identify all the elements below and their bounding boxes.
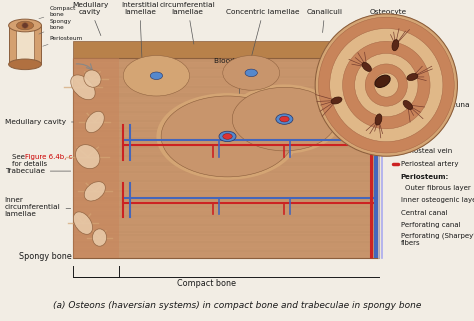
Ellipse shape (85, 111, 104, 133)
Circle shape (245, 69, 257, 77)
Circle shape (223, 56, 280, 90)
Polygon shape (73, 58, 118, 258)
Ellipse shape (375, 75, 390, 87)
Polygon shape (9, 25, 42, 64)
Circle shape (202, 121, 253, 152)
Circle shape (132, 61, 181, 91)
Circle shape (252, 100, 316, 139)
Polygon shape (73, 58, 379, 258)
Circle shape (315, 13, 458, 157)
Text: Lacuna: Lacuna (443, 102, 470, 108)
Ellipse shape (375, 114, 382, 125)
Text: for details: for details (12, 161, 47, 167)
Ellipse shape (362, 62, 372, 71)
Circle shape (230, 60, 273, 86)
Ellipse shape (84, 70, 101, 87)
Circle shape (242, 93, 327, 145)
Polygon shape (17, 25, 34, 64)
Text: Central canal: Central canal (401, 210, 447, 216)
Circle shape (374, 73, 398, 97)
Circle shape (150, 72, 163, 80)
Ellipse shape (407, 74, 418, 81)
Text: Trabeculae: Trabeculae (5, 168, 71, 174)
Circle shape (188, 113, 266, 160)
Text: Osteocyte: Osteocyte (367, 9, 407, 33)
Circle shape (319, 17, 454, 153)
Text: (a) Osteons (haversian systems) in compact bone and trabeculae in spongy bone: (a) Osteons (haversian systems) in compa… (53, 300, 421, 310)
Circle shape (216, 129, 239, 143)
Circle shape (263, 106, 306, 133)
Circle shape (343, 41, 430, 129)
Ellipse shape (71, 75, 95, 100)
Ellipse shape (331, 97, 342, 104)
Text: Outer fibrous layer: Outer fibrous layer (405, 186, 471, 191)
Ellipse shape (92, 229, 107, 246)
Text: Figure 6.4b, c: Figure 6.4b, c (25, 154, 72, 160)
Text: Compact
bone: Compact bone (39, 6, 76, 19)
Ellipse shape (9, 59, 42, 70)
Text: Outer
circumferential
lamellae: Outer circumferential lamellae (159, 0, 215, 44)
Text: Periosteal artery: Periosteal artery (401, 161, 458, 167)
Circle shape (22, 23, 28, 28)
Circle shape (365, 64, 408, 106)
Text: Inner osteogenic layer: Inner osteogenic layer (401, 197, 474, 203)
Text: See: See (12, 154, 27, 160)
Text: Blood vessels: Blood vessels (214, 58, 264, 96)
Ellipse shape (392, 39, 399, 51)
Circle shape (232, 87, 337, 151)
Text: Periosteum: Periosteum (43, 36, 82, 46)
Text: Inner
circumferential
lamellae: Inner circumferential lamellae (5, 197, 71, 217)
Circle shape (228, 84, 341, 154)
Text: Spongy bone: Spongy bone (18, 252, 72, 261)
Circle shape (219, 131, 236, 142)
Ellipse shape (75, 145, 100, 169)
Text: Canaliculi: Canaliculi (307, 9, 343, 32)
Circle shape (276, 114, 293, 124)
Circle shape (161, 96, 294, 177)
Circle shape (237, 64, 265, 82)
Polygon shape (73, 41, 379, 58)
Ellipse shape (17, 21, 34, 30)
Circle shape (175, 104, 280, 169)
Text: Concentric lamellae: Concentric lamellae (226, 9, 300, 73)
Text: Periosteal vein: Periosteal vein (401, 148, 452, 154)
Text: Medullary cavity: Medullary cavity (5, 119, 73, 125)
Text: Perforating canal: Perforating canal (401, 221, 460, 228)
Circle shape (355, 53, 418, 117)
Circle shape (156, 93, 299, 180)
Circle shape (244, 69, 258, 77)
Text: Interstitial
lamellae: Interstitial lamellae (121, 2, 159, 61)
Ellipse shape (9, 19, 42, 32)
Ellipse shape (403, 100, 412, 109)
Text: Osteon: Osteon (216, 155, 244, 164)
Circle shape (141, 66, 172, 85)
Ellipse shape (84, 182, 105, 201)
Text: Spongy
bone: Spongy bone (39, 19, 71, 34)
Text: Perforating (Sharpey's)
fibers: Perforating (Sharpey's) fibers (401, 232, 474, 246)
Circle shape (123, 56, 190, 96)
Circle shape (280, 116, 289, 122)
Text: Medullary
cavity: Medullary cavity (72, 2, 108, 36)
Circle shape (273, 112, 296, 126)
Text: Periosteum:: Periosteum: (401, 174, 449, 180)
Circle shape (330, 29, 443, 142)
Text: Compact bone: Compact bone (177, 279, 236, 288)
Ellipse shape (73, 212, 92, 234)
Circle shape (223, 134, 232, 139)
Circle shape (149, 72, 164, 80)
